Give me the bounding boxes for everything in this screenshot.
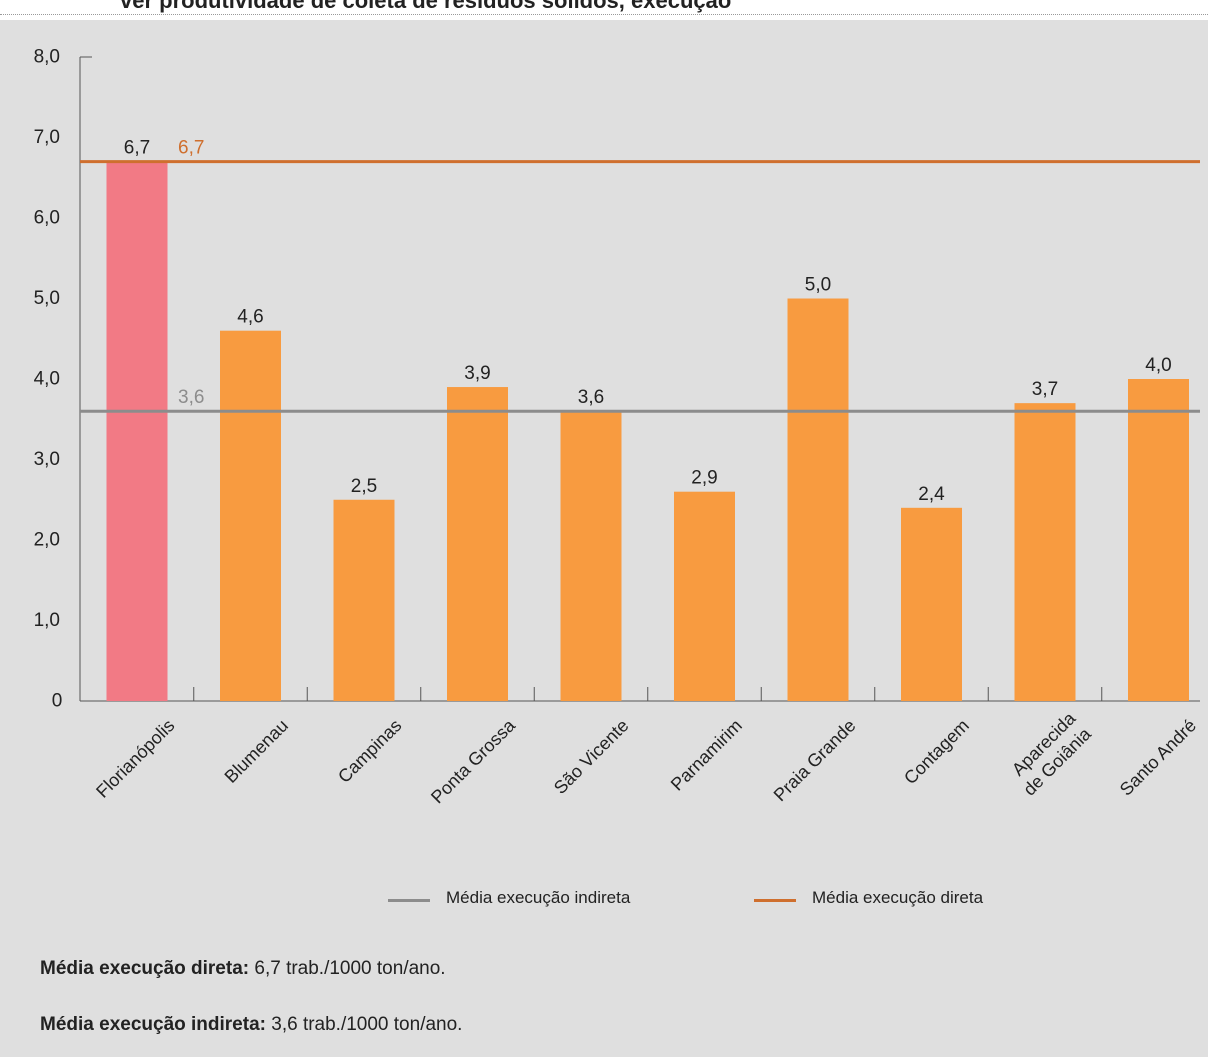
reference-line-label: 6,7	[178, 138, 204, 159]
legend-swatch-direta	[754, 899, 796, 902]
bar	[220, 330, 281, 701]
y-tick-label: 1,0	[34, 610, 60, 631]
bar	[901, 507, 962, 701]
bar-value-label: 4,0	[1145, 355, 1171, 376]
x-category-label: Parnamirim	[667, 715, 746, 794]
y-tick-label: 8,0	[34, 47, 60, 68]
note-indireta-label: Média execução indireta:	[40, 1014, 266, 1035]
bar-value-label: 2,5	[351, 476, 377, 497]
header-partial-text: ver produtividade de coleta de resíduos …	[120, 0, 732, 13]
reference-line-label: 3,6	[178, 387, 204, 408]
note-direta-label: Média execução direta:	[40, 958, 250, 979]
x-category-label: Santo André	[1116, 715, 1200, 799]
header-strip: ver produtividade de coleta de resíduos …	[0, 0, 1208, 15]
bar	[787, 298, 849, 701]
y-tick-label: 5,0	[34, 288, 60, 309]
bar	[447, 387, 508, 701]
x-category-label: Ponta Grossa	[427, 715, 520, 808]
x-category-label: Praia Grande	[770, 715, 860, 805]
x-category-label: Aparecidade Goiânia	[1004, 708, 1096, 800]
x-category-label: São Vicente	[550, 715, 633, 798]
legend-swatch-indireta	[388, 899, 430, 902]
x-category-label: Florianópolis	[92, 715, 178, 801]
bar	[106, 161, 168, 701]
y-tick-label: 4,0	[34, 369, 60, 390]
bar	[1128, 379, 1189, 701]
x-category-label: Blumenau	[221, 715, 292, 786]
bar	[674, 491, 735, 701]
legend-label-direta: Média execução direta	[812, 888, 984, 907]
bar-value-label: 3,9	[464, 363, 490, 384]
bar	[560, 411, 622, 701]
bar-value-label: 6,7	[124, 138, 150, 159]
note-indireta: Média execução indireta: 3,6 trab./1000 …	[40, 1014, 462, 1036]
bar-value-label: 5,0	[805, 275, 831, 296]
bar-value-label: 2,4	[918, 484, 945, 505]
x-category-label: Contagem	[900, 715, 973, 788]
bar-value-label: 3,6	[578, 387, 604, 408]
note-direta-text: 6,7 trab./1000 ton/ano.	[249, 958, 446, 979]
legend-label-indireta: Média execução indireta	[446, 888, 631, 907]
x-category-label: Campinas	[334, 715, 405, 786]
y-tick-label: 3,0	[34, 449, 60, 470]
bar-value-label: 2,9	[691, 468, 717, 489]
note-direta: Média execução direta: 6,7 trab./1000 to…	[40, 958, 446, 980]
bar	[1014, 403, 1076, 701]
bar	[333, 499, 395, 701]
bar-chart: 0 1,0 2,0 3,0 4,0 5,0 6,0 7,0 8,0 6,7 4,6 2,5 3,9 3,…	[34, 47, 1200, 808]
y-tick-label: 2,0	[34, 530, 60, 551]
note-indireta-text: 3,6 trab./1000 ton/ano.	[265, 1014, 463, 1035]
y-tick-label: 7,0	[34, 127, 60, 148]
y-tick-label: 0	[52, 691, 63, 712]
bar-value-label: 4,6	[237, 307, 263, 328]
y-tick-label: 6,0	[34, 208, 60, 229]
bar-value-label: 3,7	[1032, 379, 1058, 400]
